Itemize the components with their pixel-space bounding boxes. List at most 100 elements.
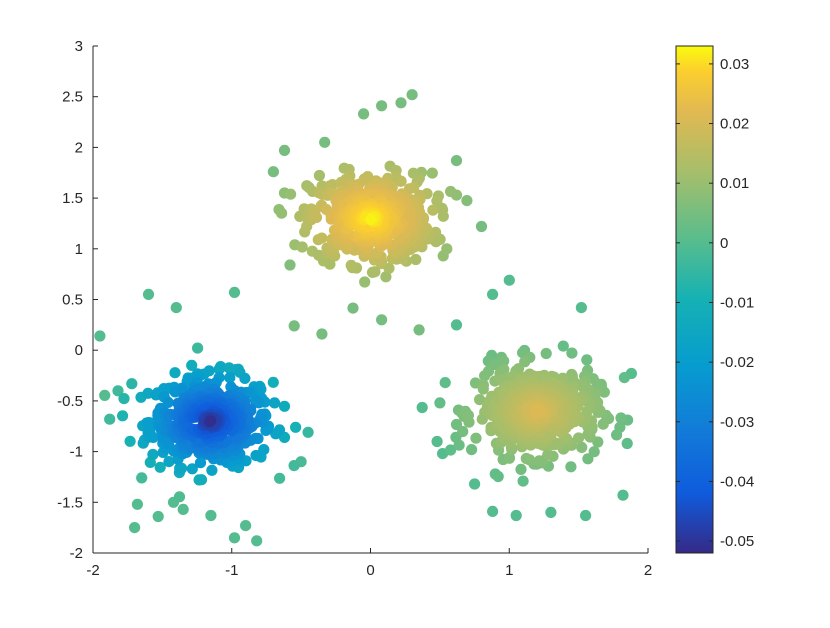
- data-point: [426, 167, 438, 179]
- data-point: [487, 505, 499, 517]
- data-point: [94, 330, 106, 342]
- data-point: [126, 378, 138, 390]
- data-point: [434, 397, 446, 409]
- data-point: [258, 444, 270, 456]
- data-point: [170, 302, 182, 314]
- data-point: [186, 359, 198, 371]
- data-point: [466, 444, 478, 456]
- colorbar-tick-label: 0.03: [720, 56, 749, 73]
- data-point: [144, 417, 156, 429]
- data-point: [413, 324, 425, 336]
- colorbar-tick-label: -0.04: [720, 473, 754, 490]
- data-point: [498, 355, 510, 367]
- data-point: [147, 431, 159, 443]
- data-point: [99, 389, 111, 401]
- data-point: [147, 448, 159, 461]
- x-ticks: -2 -1 0 1 2: [86, 548, 652, 579]
- data-point: [445, 185, 457, 198]
- data-point: [177, 503, 189, 515]
- data-point: [278, 400, 291, 412]
- data-point: [240, 520, 252, 532]
- data-point: [520, 452, 532, 465]
- data-point: [104, 413, 116, 425]
- data-point: [406, 89, 418, 101]
- data-point: [576, 441, 588, 453]
- data-point: [474, 394, 486, 406]
- data-point: [173, 491, 186, 503]
- data-point: [573, 432, 585, 444]
- data-point: [319, 136, 331, 148]
- data-point: [479, 370, 491, 382]
- data-point: [345, 259, 357, 271]
- x-tick-label: 1: [505, 562, 513, 579]
- data-point: [290, 421, 302, 433]
- y-tick-label: 2: [75, 139, 83, 156]
- data-point: [566, 347, 578, 359]
- data-point: [475, 220, 488, 233]
- data-point: [316, 232, 328, 244]
- y-tick-label: 0: [75, 342, 83, 359]
- data-point: [557, 340, 569, 352]
- data-point: [376, 314, 388, 326]
- data-point: [194, 457, 207, 469]
- data-point: [517, 475, 529, 487]
- y-tick-label: 2.5: [62, 89, 83, 106]
- data-point: [477, 383, 489, 395]
- data-point: [614, 421, 626, 433]
- data-point: [540, 347, 552, 360]
- y-tick-label: -1: [70, 444, 83, 461]
- data-point: [285, 188, 297, 200]
- data-point: [313, 169, 325, 182]
- data-point: [228, 532, 241, 544]
- data-point: [162, 396, 174, 408]
- data-point: [163, 456, 175, 468]
- data-point: [445, 444, 457, 456]
- data-point: [441, 243, 453, 255]
- data-point: [316, 328, 328, 340]
- data-point: [288, 460, 300, 472]
- y-tick-label: -2: [70, 545, 83, 562]
- data-point: [195, 474, 208, 486]
- y-tick-label: 0.5: [62, 292, 83, 309]
- data-point: [618, 372, 631, 384]
- data-point: [270, 428, 282, 440]
- data-point: [251, 535, 263, 547]
- colorbar-tick-label: -0.02: [720, 354, 754, 371]
- data-point: [152, 510, 164, 523]
- data-point: [206, 464, 218, 476]
- data-point: [117, 410, 129, 422]
- colorbar-ticks: -0.05 -0.04 -0.03 -0.02 -0.01 0 0.01 0.02 0.03: [676, 56, 754, 550]
- data-point: [581, 354, 593, 366]
- data-point: [192, 342, 204, 354]
- y-tick-label: 1.5: [62, 190, 83, 207]
- data-point: [267, 376, 279, 388]
- data-point: [169, 367, 181, 379]
- data-point: [129, 522, 141, 534]
- data-point: [278, 144, 291, 156]
- points-layer: [94, 89, 638, 547]
- data-point: [269, 397, 281, 409]
- colorbar-tick-label: 0.01: [720, 175, 749, 192]
- data-point: [274, 472, 286, 484]
- data-point: [228, 286, 241, 298]
- data-point: [598, 386, 610, 398]
- data-point: [131, 498, 143, 510]
- data-point: [542, 449, 554, 461]
- colorbar: [675, 45, 714, 554]
- data-point: [224, 372, 236, 384]
- data-point: [617, 489, 629, 501]
- data-point: [358, 108, 370, 120]
- data-point: [462, 409, 474, 421]
- data-point: [530, 406, 542, 418]
- data-point: [136, 472, 148, 484]
- data-point: [302, 426, 314, 438]
- data-point: [112, 385, 124, 397]
- data-point: [580, 509, 592, 522]
- data-point: [154, 461, 166, 473]
- data-point: [359, 276, 371, 288]
- data-point: [186, 463, 198, 475]
- data-point: [470, 432, 482, 444]
- x-tick-label: -2: [86, 562, 99, 579]
- data-point: [288, 320, 300, 332]
- data-point: [380, 271, 392, 283]
